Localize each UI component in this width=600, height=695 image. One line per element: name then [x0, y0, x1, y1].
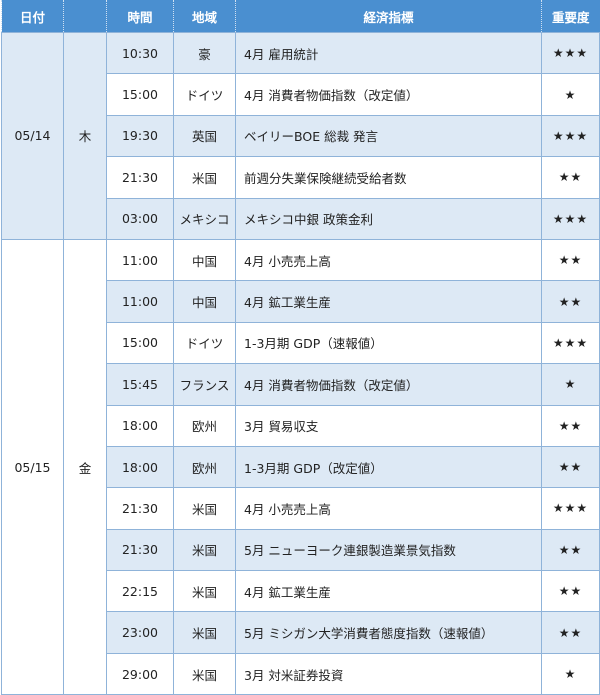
importance-stars: ★★★ [541, 114, 600, 158]
importance-stars: ★★ [541, 528, 600, 572]
time-cell: 29:00 [106, 652, 174, 695]
importance-stars: ★ [541, 73, 600, 116]
table-row: 21:30 米国 4月 小売売上高 ★★★ [2, 487, 600, 530]
table-row: 05/15 金 11:00 中国 4月 小売売上高 ★★ [1, 238, 600, 695]
time-cell: 23:00 [106, 611, 174, 654]
importance-stars: ★★ [541, 570, 600, 613]
indicator-cell: 3月 対米証券投資 [235, 652, 542, 695]
importance-stars: ★★★ [541, 321, 600, 365]
header-row: 日付 時間 地域 経済指標 重要度 [1, 0, 600, 33]
time-cell: 18:00 [106, 445, 174, 489]
indicator-cell: 4月 消費者物価指数（改定値） [235, 363, 542, 406]
time-cell: 18:00 [106, 404, 174, 447]
time-cell: 15:45 [106, 363, 174, 406]
date-cell: 05/15 [1, 238, 64, 695]
time-cell: 15:00 [106, 321, 174, 365]
region-cell: 米国 [173, 528, 236, 572]
indicator-cell: 1-3月期 GDP（速報値） [235, 321, 542, 365]
time-cell: 21:30 [106, 156, 174, 199]
table-row: 15:45 フランス 4月 消費者物価指数（改定値） ★ [2, 363, 600, 406]
region-cell: ドイツ [173, 321, 236, 365]
weekday-cell: 金 [63, 238, 107, 695]
time-cell: 03:00 [106, 197, 174, 240]
region-cell: 豪 [173, 31, 236, 75]
indicator-cell: 3月 貿易収支 [235, 404, 542, 447]
header-date: 日付 [1, 0, 64, 33]
region-cell: ドイツ [173, 73, 236, 116]
indicator-cell: 4月 小売売上高 [235, 487, 542, 530]
header-time: 時間 [106, 0, 174, 33]
region-cell: 米国 [173, 611, 236, 654]
time-cell: 21:30 [106, 528, 174, 572]
table-row: 18:00 欧州 1-3月期 GDP（改定値） ★★ [2, 445, 600, 489]
indicator-cell: 5月 ミシガン大学消費者態度指数（速報値） [235, 611, 542, 654]
table-row: 29:00 米国 3月 対米証券投資 ★ [2, 652, 600, 695]
time-cell: 10:30 [106, 31, 174, 75]
header-indicator: 経済指標 [235, 0, 542, 33]
importance-stars: ★★ [541, 238, 600, 282]
table-row: 15:00 ドイツ 4月 消費者物価指数（改定値） ★ [2, 73, 600, 116]
importance-stars: ★★ [541, 404, 600, 447]
time-cell: 11:00 [106, 238, 174, 282]
importance-stars: ★★ [541, 611, 600, 654]
date-cell: 05/14 [1, 32, 64, 240]
region-cell: メキシコ [173, 197, 236, 240]
time-cell: 19:30 [106, 114, 174, 158]
region-cell: 米国 [173, 487, 236, 530]
time-cell: 11:00 [106, 280, 174, 323]
indicator-cell: 4月 小売売上高 [235, 238, 542, 282]
table-row: 15:00 ドイツ 1-3月期 GDP（速報値） ★★★ [2, 321, 600, 365]
region-cell: 米国 [173, 156, 236, 199]
table-row: 22:15 米国 4月 鉱工業生産 ★★ [2, 570, 600, 613]
time-cell: 15:00 [106, 73, 174, 116]
table-row: 05/14 木 10:30 豪 4月 雇用統計 ★★★ [1, 31, 600, 240]
table-row: 23:00 米国 5月 ミシガン大学消費者態度指数（速報値） ★★ [2, 611, 600, 654]
region-cell: 欧州 [173, 445, 236, 489]
importance-stars: ★ [541, 652, 600, 695]
header-region: 地域 [173, 0, 236, 33]
indicator-cell: 4月 鉱工業生産 [235, 570, 542, 613]
indicator-cell: 1-3月期 GDP（改定値） [235, 445, 542, 489]
header-importance: 重要度 [541, 0, 600, 33]
region-cell: 中国 [173, 280, 236, 323]
importance-stars: ★★★ [541, 31, 600, 75]
indicator-cell: 5月 ニューヨーク連銀製造業景気指数 [235, 528, 542, 572]
table-row: 19:30 英国 ベイリーBOE 総裁 発言 ★★★ [2, 114, 600, 158]
time-cell: 21:30 [106, 487, 174, 530]
indicator-cell: 4月 消費者物価指数（改定値） [235, 73, 542, 116]
region-cell: 米国 [173, 652, 236, 695]
importance-stars: ★★★ [541, 197, 600, 240]
indicator-cell: 前週分失業保険継続受給者数 [235, 156, 542, 199]
table-row: 11:00 中国 4月 鉱工業生産 ★★ [2, 280, 600, 323]
region-cell: 中国 [173, 238, 236, 282]
importance-stars: ★★ [541, 445, 600, 489]
table-row: 21:30 米国 5月 ニューヨーク連銀製造業景気指数 ★★ [2, 528, 600, 572]
indicator-cell: メキシコ中銀 政策金利 [235, 197, 542, 240]
weekday-cell: 木 [63, 32, 107, 240]
region-cell: 米国 [173, 570, 236, 613]
header-day [63, 0, 107, 33]
indicator-cell: 4月 雇用統計 [235, 31, 542, 75]
region-cell: 英国 [173, 114, 236, 158]
importance-stars: ★ [541, 363, 600, 406]
indicator-cell: ベイリーBOE 総裁 発言 [235, 114, 542, 158]
region-cell: フランス [173, 363, 236, 406]
time-cell: 22:15 [106, 570, 174, 613]
region-cell: 欧州 [173, 404, 236, 447]
importance-stars: ★★ [541, 156, 600, 199]
importance-stars: ★★ [541, 280, 600, 323]
indicator-cell: 4月 鉱工業生産 [235, 280, 542, 323]
importance-stars: ★★★ [541, 487, 600, 530]
